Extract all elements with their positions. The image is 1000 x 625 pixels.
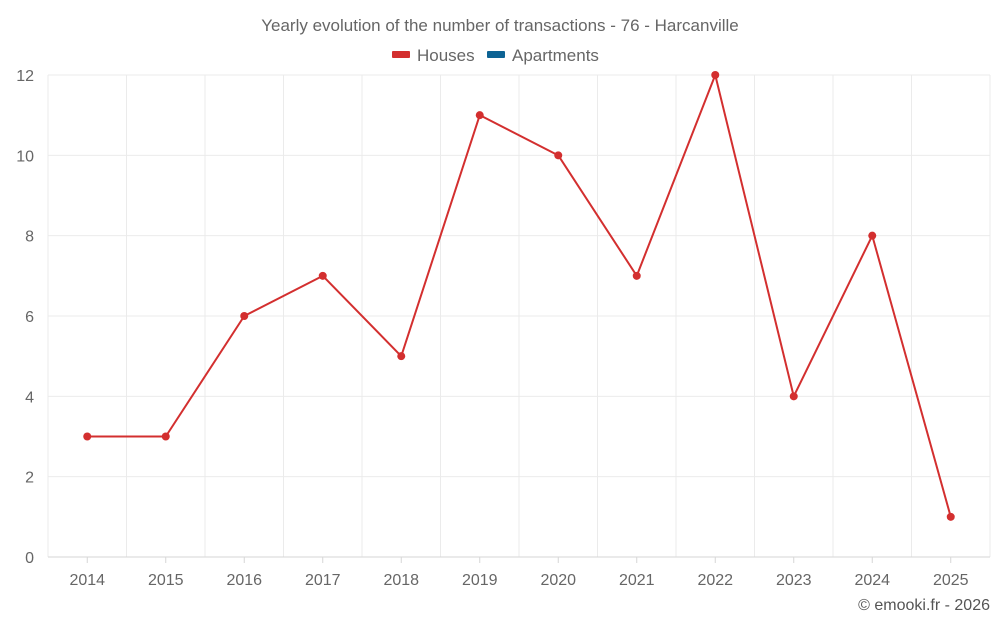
credit-text: © emooki.fr - 2026 — [858, 597, 990, 614]
data-point-houses-2024 — [868, 231, 877, 240]
grid — [47, 74, 991, 557]
data-point-houses-2021 — [632, 271, 641, 280]
x-tick-label-2017: 2017 — [305, 572, 341, 589]
data-point-houses-2020 — [554, 151, 563, 160]
y-tick-label-10: 10 — [16, 148, 34, 165]
x-tick-label-2018: 2018 — [383, 572, 419, 589]
x-tick-label-2016: 2016 — [226, 572, 262, 589]
y-tick-label-4: 4 — [25, 389, 34, 406]
y-tick-label-12: 12 — [16, 68, 34, 85]
y-tick-label-0: 0 — [25, 550, 34, 567]
data-point-houses-2018 — [397, 352, 406, 361]
chart-title: Yearly evolution of the number of transa… — [261, 16, 739, 35]
data-point-houses-2014 — [83, 432, 92, 441]
y-tick-label-6: 6 — [25, 309, 34, 326]
data-point-houses-2022 — [711, 71, 720, 79]
data-point-houses-2019 — [475, 111, 484, 120]
legend-label-apartments[interactable]: Apartments — [512, 46, 599, 65]
x-tick-label-2014: 2014 — [69, 572, 105, 589]
x-tick-label-2024: 2024 — [854, 572, 890, 589]
legend-swatch-houses[interactable] — [392, 51, 410, 58]
y-tick-label-2: 2 — [25, 470, 34, 487]
legend: Houses Apartments — [392, 46, 599, 65]
axes: 0 2 4 6 8 10 12 2014 2015 2016 2017 2018 2019 2020 202… — [16, 68, 990, 589]
legend-label-houses[interactable]: Houses — [417, 46, 475, 65]
x-tick-label-2019: 2019 — [462, 572, 498, 589]
x-tick-label-2022: 2022 — [697, 572, 733, 589]
data-point-houses-2017 — [318, 271, 327, 280]
x-tick-label-2023: 2023 — [776, 572, 812, 589]
y-tick-label-8: 8 — [25, 229, 34, 246]
series-line-houses — [87, 74, 952, 518]
series-houses — [83, 71, 955, 521]
x-tick-label-2021: 2021 — [619, 572, 655, 589]
data-point-houses-2016 — [240, 312, 249, 320]
data-point-houses-2015 — [161, 432, 170, 441]
data-point-houses-2023 — [789, 392, 798, 401]
data-point-houses-2025 — [946, 512, 955, 521]
x-tick-label-2015: 2015 — [148, 572, 184, 589]
x-tick-label-2020: 2020 — [540, 572, 576, 589]
x-tick-label-2025: 2025 — [933, 572, 969, 589]
legend-swatch-apartments[interactable] — [487, 51, 505, 58]
